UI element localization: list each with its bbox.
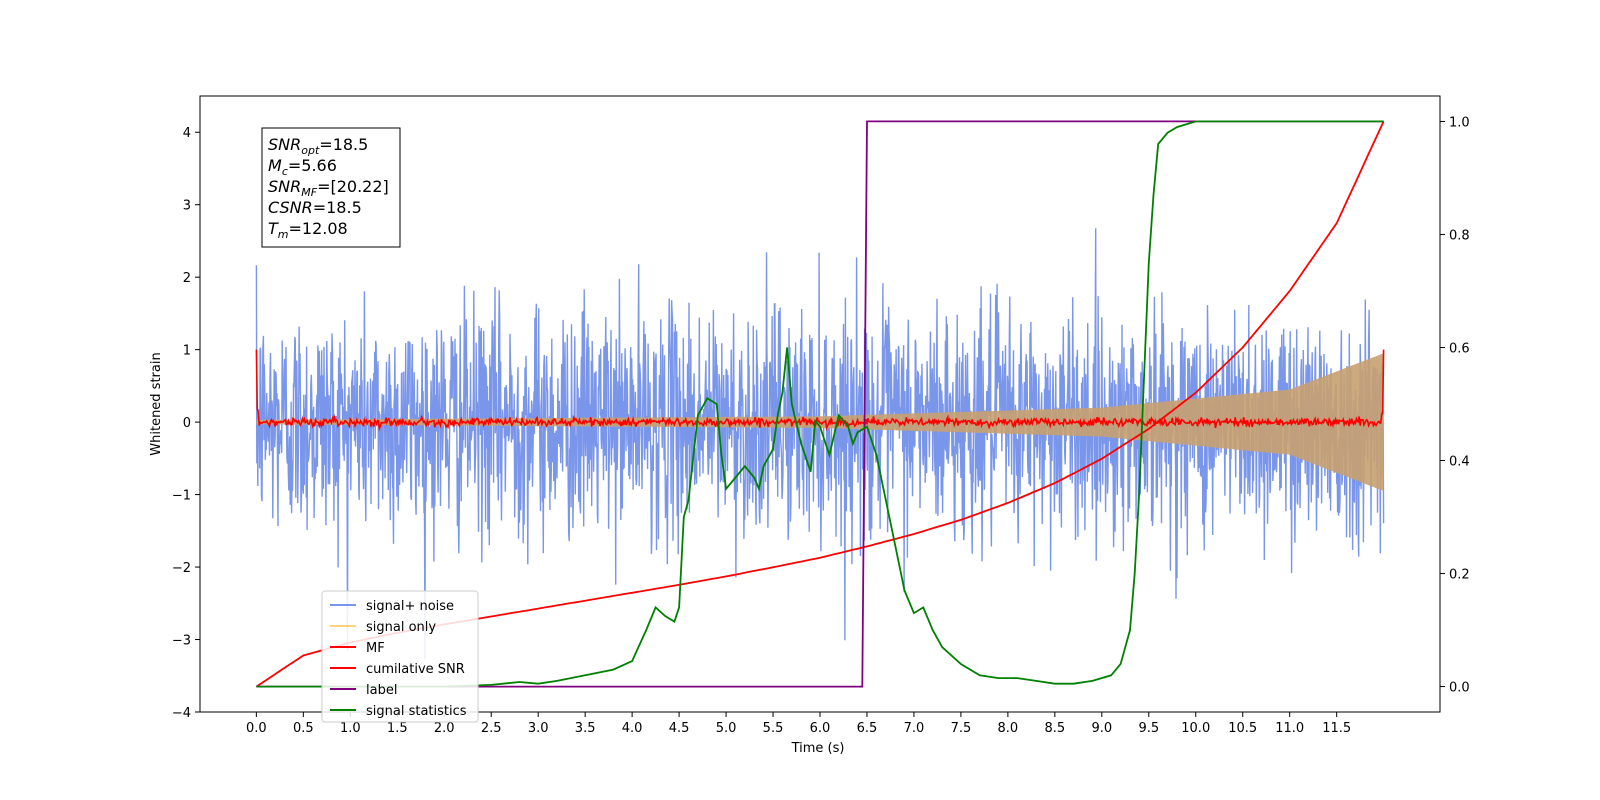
y-tick-label: −1: [172, 489, 191, 504]
annotation-line: Tm=12.08: [268, 219, 348, 241]
x-tick-label: 2.0: [434, 721, 455, 736]
y-axis-left: 4 3 2 1 0 −1 −2 −3 −4: [172, 126, 200, 721]
x-tick-label: 1.0: [340, 721, 361, 736]
x-tick-label: 11.0: [1275, 721, 1304, 736]
annotation-line: SNRMF=[20.22]: [268, 177, 389, 199]
y-tick-label: 3: [183, 199, 191, 214]
x-tick-label: 4.5: [669, 721, 690, 736]
y2-tick-label: 1.0: [1449, 115, 1470, 130]
x-tick-label: 2.5: [481, 721, 502, 736]
y2-tick-label: 0.2: [1449, 568, 1470, 583]
y-axis-right: 1.0 0.8 0.6 0.4 0.2 0.0: [1440, 115, 1470, 696]
x-tick-label: 10.0: [1181, 721, 1210, 736]
x-tick-label: 7.0: [904, 721, 925, 736]
y-tick-label: −4: [172, 706, 191, 721]
x-tick-label: 6.0: [810, 721, 831, 736]
legend-frame: [321, 590, 479, 723]
annotation-frame: [261, 127, 401, 248]
x-tick-label: 7.5: [951, 721, 972, 736]
x-tick-label: 8.5: [1045, 721, 1066, 736]
series-signal-noise: [255, 228, 1385, 660]
annotation-line: CSNR=18.5: [268, 198, 362, 217]
y-tick-label: −3: [172, 634, 191, 649]
y-tick-label: 2: [183, 271, 191, 286]
x-tick-label: 3.5: [575, 721, 596, 736]
x-tick-label: 9.0: [1091, 721, 1112, 736]
y2-tick-label: 0.4: [1449, 455, 1470, 470]
legend-label: label: [366, 683, 397, 698]
y2-tick-label: 0.8: [1449, 228, 1470, 243]
x-tick-label: 0.5: [293, 721, 314, 736]
y2-tick-label: 0.0: [1449, 681, 1470, 696]
y2-tick-label: 0.6: [1449, 341, 1470, 356]
y-tick-label: 4: [183, 126, 191, 141]
annotation-line: SNRopt=18.5: [268, 135, 368, 157]
legend-label: MF: [366, 641, 385, 656]
series-signal-statistics: [256, 120, 1384, 688]
x-tick-label: 11.5: [1322, 721, 1351, 736]
x-tick-label: 3.0: [528, 721, 549, 736]
legend-label: signal only: [366, 620, 436, 635]
x-tick-label: 0.0: [246, 721, 267, 736]
legend-label: cumilative SNR: [366, 662, 465, 677]
x-tick-label: 6.5: [857, 721, 878, 736]
x-axis-label: Time (s): [791, 741, 845, 756]
x-tick-label: 8.0: [998, 721, 1019, 736]
x-tick-label: 10.5: [1228, 721, 1257, 736]
x-tick-label: 5.0: [716, 721, 737, 736]
series-mf: [255, 349, 1385, 432]
legend-label: signal statistics: [366, 704, 467, 719]
x-tick-label: 4.0: [622, 721, 643, 736]
x-axis: 0.0 0.5 1.0 1.5 2.0 2.5 3.0 3.5 4.0 4.5 5.0 5.5 6.0 6…: [246, 712, 1351, 736]
annotation-box: SNRopt=18.5Mc=5.66SNRMF=[20.22]CSNR=18.5…: [261, 127, 401, 248]
y-tick-label: 0: [183, 416, 191, 431]
annotation-line: Mc=5.66: [268, 156, 337, 178]
x-tick-label: 1.5: [387, 721, 408, 736]
series-label: [256, 120, 1384, 688]
x-tick-label: 9.5: [1138, 721, 1159, 736]
x-tick-label: 5.5: [763, 721, 784, 736]
legend: signal+ noise signal only MF cumilative SNR…: [321, 590, 479, 723]
y-tick-label: 1: [183, 344, 191, 359]
y-axis-label: Whitened strain: [149, 352, 164, 455]
legend-label: signal+ noise: [366, 599, 454, 614]
y-tick-label: −2: [172, 561, 191, 576]
